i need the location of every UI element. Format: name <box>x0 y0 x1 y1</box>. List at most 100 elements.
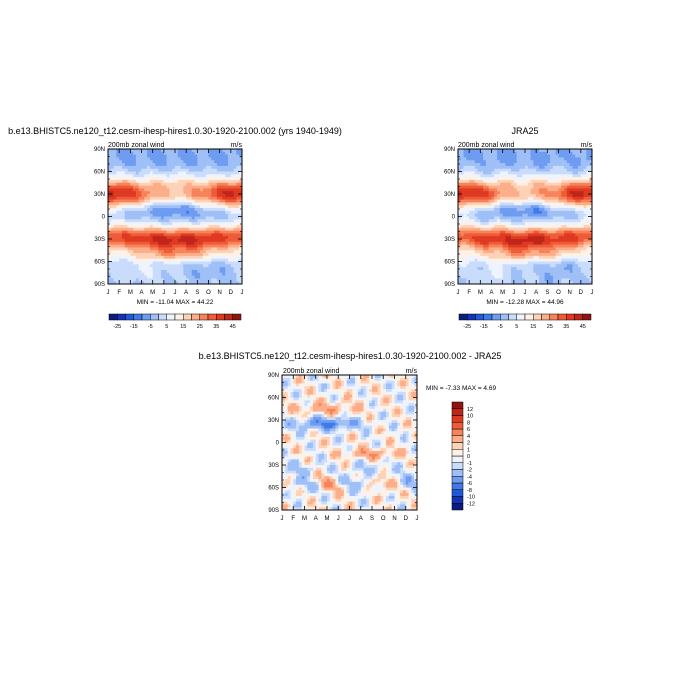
field-cell <box>177 171 181 175</box>
field-cell <box>525 253 529 257</box>
field-cell <box>466 196 470 200</box>
field-cell <box>158 210 162 215</box>
colorbar-swatch <box>150 313 159 321</box>
field-cell <box>138 199 142 203</box>
field-cell <box>169 281 173 285</box>
field-cell <box>578 269 582 274</box>
field-cell <box>460 168 464 172</box>
field-cell <box>147 149 151 153</box>
field-cell <box>124 264 128 268</box>
field-cell <box>177 247 181 251</box>
field-cell <box>525 264 529 268</box>
field-cell <box>555 222 559 226</box>
field-cell <box>152 255 156 260</box>
field-cell <box>586 196 590 200</box>
field-cell <box>480 202 484 206</box>
field-cell <box>200 281 204 285</box>
field-cell <box>113 233 117 237</box>
field-cell <box>208 278 212 282</box>
field-cell <box>169 213 173 217</box>
field-cell <box>547 219 551 223</box>
field-cell <box>583 261 587 265</box>
field-cell <box>519 174 523 178</box>
field-cell <box>572 213 576 217</box>
field-cell <box>133 261 137 265</box>
field-cell <box>152 216 156 220</box>
field-cell <box>197 208 201 212</box>
field-cell <box>491 216 495 220</box>
field-cell <box>202 281 207 285</box>
field-cell <box>197 278 201 282</box>
field-cell <box>180 264 184 268</box>
field-cell <box>502 163 506 167</box>
field-cell <box>205 202 209 206</box>
field-cell <box>116 151 120 155</box>
field-cell <box>172 163 176 167</box>
field-cell <box>287 389 291 393</box>
field-cell <box>108 230 112 234</box>
field-cell <box>561 177 565 181</box>
field-cell <box>463 185 467 189</box>
field-cell <box>183 174 187 178</box>
field-cell <box>211 185 215 189</box>
field-cell <box>141 160 145 164</box>
colorbar-swatch <box>516 313 526 321</box>
field-cell <box>282 394 286 398</box>
field-cell <box>536 177 540 181</box>
field-cell <box>485 179 490 184</box>
field-cell <box>508 213 512 217</box>
field-cell <box>222 275 226 279</box>
field-cell <box>508 196 512 200</box>
field-cell <box>225 219 229 223</box>
field-cell <box>124 267 128 271</box>
field-cell <box>211 216 215 220</box>
field-cell <box>469 163 473 167</box>
field-cell <box>558 213 562 217</box>
field-cell <box>586 222 590 226</box>
field-cell <box>508 160 512 164</box>
field-cell <box>466 278 470 282</box>
field-cell <box>186 208 190 212</box>
field-cell <box>469 258 473 262</box>
field-cell <box>474 179 478 184</box>
field-cell <box>536 253 540 257</box>
field-cell <box>513 253 517 257</box>
field-cell <box>211 160 215 164</box>
field-cell <box>121 272 126 276</box>
panel-difference: b.e13.BHISTC5.ne120_t12.cesm-ihesp-hires… <box>199 351 502 522</box>
field-cell <box>552 194 557 198</box>
field-cell <box>236 239 240 243</box>
field-cell <box>485 165 490 170</box>
field-cell <box>208 267 212 271</box>
field-cell <box>494 171 498 175</box>
field-cell <box>138 230 142 234</box>
field-cell <box>233 199 237 203</box>
field-cell <box>119 151 123 155</box>
field-cell <box>564 194 568 198</box>
field-cell <box>130 241 134 245</box>
field-cell <box>225 149 229 153</box>
field-cell <box>511 222 515 226</box>
field-cell <box>561 255 565 260</box>
field-cell <box>141 258 145 262</box>
field-cell <box>480 177 484 181</box>
field-cell <box>216 210 221 215</box>
field-cell <box>175 154 179 158</box>
field-cell <box>527 199 531 203</box>
field-cell <box>580 250 584 254</box>
field-cell <box>175 255 179 260</box>
field-cell <box>502 267 506 271</box>
field-cell <box>183 199 187 203</box>
field-cell <box>228 210 232 215</box>
field-cell <box>580 154 584 158</box>
field-cell <box>566 196 571 200</box>
field-cell <box>113 247 117 251</box>
field-cell <box>583 194 587 198</box>
field-cell <box>522 275 526 279</box>
field-cell <box>466 171 470 175</box>
field-cell <box>219 253 223 257</box>
field-cell <box>589 247 593 251</box>
field-cell <box>113 188 117 192</box>
field-cell <box>188 227 193 231</box>
field-cell <box>180 194 184 198</box>
